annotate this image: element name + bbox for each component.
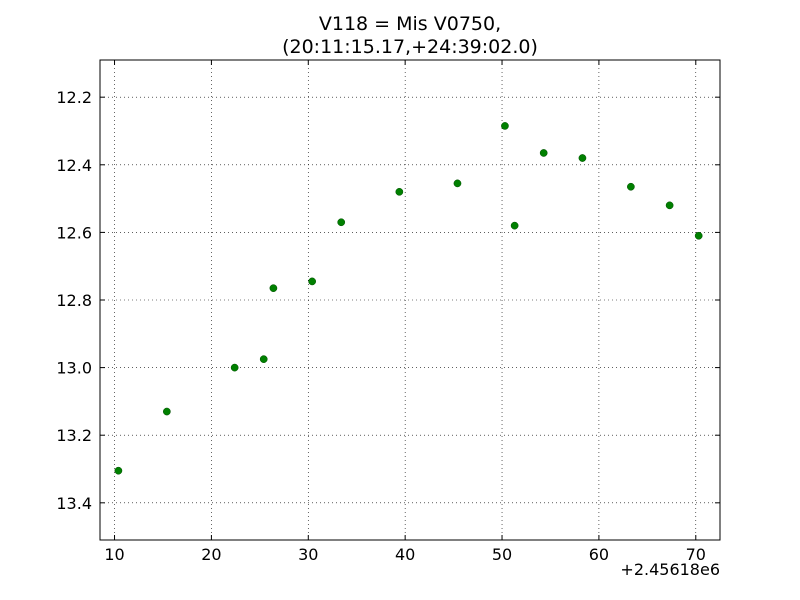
x-tick-label: 30 — [298, 545, 318, 564]
y-tick-label: 12.6 — [56, 223, 92, 242]
data-points — [114, 122, 703, 475]
data-point — [162, 407, 171, 416]
data-point — [510, 221, 519, 230]
x-tick-label: 60 — [589, 545, 609, 564]
x-tick-label: 50 — [492, 545, 512, 564]
plot-frame — [99, 59, 721, 541]
data-point — [259, 355, 268, 364]
chart-title-line-2: (20:11:15.17,+24:39:02.0) — [282, 36, 538, 58]
x-axis-offset-label: +2.45618e6 — [620, 560, 720, 579]
y-tick-label: 12.8 — [56, 291, 92, 310]
data-point — [230, 363, 239, 372]
axes: 10 20 30 40 50 60 70 12.2 12.4 12.6 12.8 13.0 13.2 13… — [56, 59, 721, 564]
data-point — [395, 187, 404, 196]
y-tick-label: 12.4 — [56, 156, 92, 175]
data-point — [539, 149, 548, 157]
y-tick-label: 13.4 — [56, 494, 92, 513]
y-tick-label: 13.0 — [56, 359, 92, 378]
y-tick-label: 12.2 — [56, 88, 92, 107]
data-point — [453, 179, 462, 188]
data-point — [114, 466, 123, 475]
data-point — [665, 201, 674, 210]
y-tick-label: 13.2 — [56, 426, 92, 445]
data-point — [501, 122, 509, 130]
grid — [100, 60, 720, 540]
data-point — [308, 277, 317, 286]
x-tick-label: 10 — [104, 545, 124, 564]
data-point — [337, 218, 346, 227]
chart-title-line-1: V118 = Mis V0750, — [319, 13, 501, 35]
x-tick-label: 40 — [395, 545, 415, 564]
x-tick-label: 20 — [201, 545, 221, 564]
data-point — [578, 154, 587, 162]
data-point — [269, 284, 278, 293]
x-tick-label: 70 — [686, 545, 706, 564]
data-point — [694, 231, 703, 240]
data-point — [627, 182, 635, 191]
